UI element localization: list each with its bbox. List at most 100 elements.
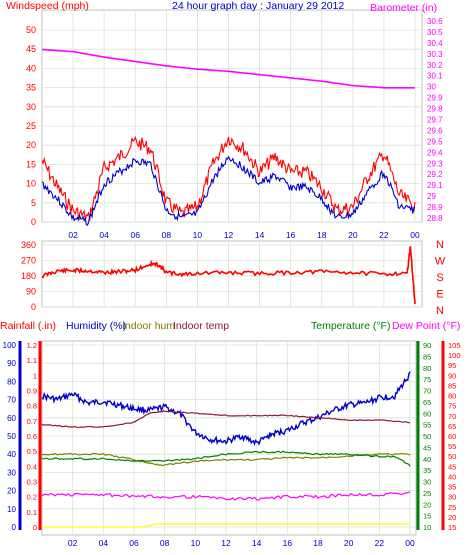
humidity-tick-label: 70 [7, 396, 16, 405]
legend-temperature: Temperature (°F) [311, 320, 390, 332]
compass-tick-label: W [435, 256, 446, 268]
legend-indoor-hum: Indoor hum [122, 320, 175, 332]
rainfall-tick-label: 0.7 [27, 417, 37, 426]
temperature-tick-label: 20 [423, 500, 431, 509]
humidity-tick-label: 40 [7, 450, 16, 459]
humidity-tick-label: 0 [12, 523, 17, 532]
rainfall-tick-label: 0.9 [27, 387, 37, 396]
rainfall-tick-label: 0.2 [27, 493, 37, 502]
x-tick-label: 02 [68, 230, 78, 240]
windspeed-tick-label: 0 [31, 217, 36, 227]
rainfall-tick-label: 1 [33, 371, 37, 380]
barometer-axis-label: Barometer (in) [370, 2, 437, 14]
x-tick-label: 04 [99, 230, 109, 240]
compass-tick-label: N [436, 305, 444, 317]
direction-tick-label: 90 [26, 287, 36, 297]
dewpoint-tick-label: 55 [448, 442, 456, 451]
barometer-tick-label: 30.1 [427, 72, 443, 81]
x-tick-label: 22 [375, 538, 385, 548]
temperature-tick-label: 60 [423, 409, 431, 418]
temperature-tick-label: 40 [423, 455, 431, 464]
direction-tick-label: 180 [21, 271, 36, 281]
dewpoint-tick-label: 30 [448, 493, 456, 502]
panel-3-axes: 0 10 20 30 40 50 60 70 80 90 100 0 0.1 0.2 0.3 0.4 0.5 0.… [3, 341, 461, 532]
panel-3-grid [42, 341, 416, 535]
barometer-tick-label: 29.8 [427, 105, 443, 114]
x-tick-label: 10 [193, 230, 203, 240]
rainfall-line [42, 523, 410, 528]
temperature-tick-label: 65 [423, 398, 431, 407]
panel-3-x-axis: 02 04 06 08 10 12 14 16 18 20 22 00 [68, 538, 415, 548]
temperature-tick-label: 85 [423, 352, 431, 361]
indoor-hum-line [41, 452, 411, 467]
x-tick-label: 06 [129, 538, 139, 548]
barometer-tick-label: 30.6 [427, 17, 443, 26]
barometer-tick-label: 30.5 [427, 28, 443, 37]
temperature-tick-label: 30 [423, 478, 431, 487]
windspeed-line [41, 135, 416, 221]
dewpoint-tick-label: 90 [448, 371, 456, 380]
dewpoint-tick-label: 20 [448, 513, 456, 522]
windspeed-axis-label: Windspeed (mph) [6, 0, 89, 12]
rainfall-tick-label: 1.2 [27, 341, 37, 350]
dewpoint-tick-label: 105 [448, 341, 461, 350]
temperature-tick-label: 15 [423, 512, 431, 521]
x-tick-label: 20 [348, 230, 358, 240]
legend-indoor-temp: Indoor temp [173, 320, 229, 332]
direction-tick-label: 0 [31, 302, 36, 312]
windspeed-tick-label: 30 [26, 102, 36, 112]
windspeed-tick-label: 35 [26, 83, 36, 93]
barometer-tick-label: 29.7 [427, 116, 443, 125]
rainfall-tick-label: 0.4 [27, 462, 37, 471]
dewpoint-tick-label: 25 [448, 503, 456, 512]
barometer-tick-label: 30.2 [427, 61, 443, 70]
direction-tick-label: 360 [21, 240, 36, 250]
barometer-tick-label: 30 [427, 83, 436, 92]
humidity-tick-label: 20 [7, 487, 16, 496]
dewpoint-tick-label: 65 [448, 422, 456, 431]
barometer-tick-label: 29.3 [427, 159, 443, 168]
rainfall-tick-label: 1.1 [27, 356, 37, 365]
humidity-tick-label: 100 [3, 341, 17, 350]
x-tick-label: 08 [160, 538, 170, 548]
rainfall-tick-label: 0.5 [27, 447, 37, 456]
legend-dewpoint: Dew Point (°F) [392, 320, 460, 332]
barometer-tick-label: 29 [427, 192, 436, 201]
humidity-line [41, 371, 411, 447]
temperature-tick-label: 90 [423, 341, 431, 350]
x-tick-label: 18 [317, 230, 327, 240]
dewpoint-tick-label: 75 [448, 402, 456, 411]
compass-tick-label: S [436, 272, 443, 284]
barometer-tick-label: 29.2 [427, 170, 443, 179]
dewpoint-tick-label: 40 [448, 472, 456, 481]
direction-tick-label: 270 [21, 256, 36, 266]
temperature-line [41, 450, 411, 467]
panel-3-series [41, 371, 411, 528]
x-tick-label: 14 [255, 230, 265, 240]
dewpoint-line [41, 491, 411, 501]
panel-1-frame [41, 9, 423, 223]
rainfall-tick-label: 0.6 [27, 432, 37, 441]
temperature-tick-label: 75 [423, 375, 431, 384]
humidity-tick-label: 50 [7, 432, 16, 441]
x-tick-label: 20 [344, 538, 354, 548]
dewpoint-tick-label: 70 [448, 412, 456, 421]
compass-tick-label: N [436, 239, 444, 251]
barometer-tick-label: 29.1 [427, 181, 443, 190]
dewpoint-tick-label: 85 [448, 381, 456, 390]
dewpoint-tick-label: 100 [448, 351, 461, 360]
dewpoint-tick-label: 45 [448, 462, 456, 471]
windspeed-tick-label: 45 [26, 44, 36, 54]
panel-1-x-axis: 02 04 06 08 10 12 14 16 18 20 22 00 [68, 230, 420, 240]
humidity-tick-label: 90 [7, 359, 16, 368]
panel-2-series [41, 246, 416, 305]
humidity-tick-label: 60 [7, 414, 16, 423]
barometer-axis: 28.8 28.9 29 29.1 29.2 29.3 29.4 29.5 29.629.7 29… [427, 17, 443, 223]
barometer-tick-label: 29.5 [427, 137, 443, 146]
barometer-tick-label: 28.9 [427, 203, 443, 212]
temperature-tick-label: 45 [423, 443, 431, 452]
windspeed-tick-label: 40 [26, 63, 36, 73]
legend-humidity: Humidity (%) [66, 320, 126, 332]
x-tick-label: 08 [162, 230, 172, 240]
